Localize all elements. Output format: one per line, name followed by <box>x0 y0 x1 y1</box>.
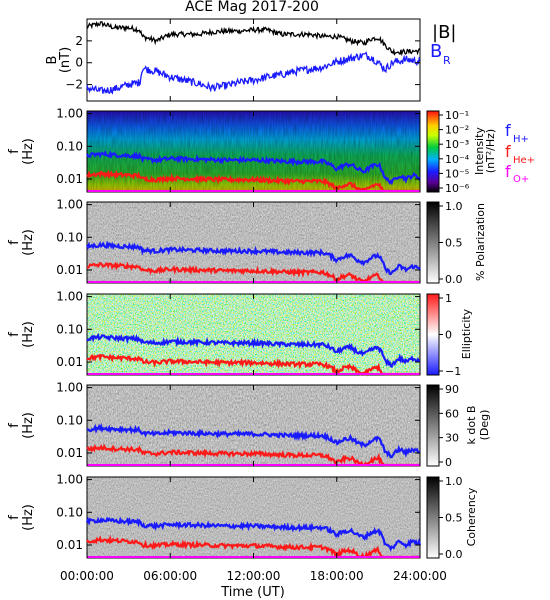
polarization-cb-tick-label: 0.0 <box>445 273 463 286</box>
series-line-b-total <box>86 20 421 57</box>
intensity-colorbar <box>426 110 440 193</box>
intensity-cb-tick-label: 10⁻³ <box>445 138 469 151</box>
freq-y-tick-label: 1.00 <box>56 381 83 395</box>
ellipticity-colorbar-label: Ellipticity <box>460 308 473 359</box>
freq-y-tick-label: 0.10 <box>56 322 83 336</box>
ellipticity-colorbar <box>426 293 440 376</box>
chart-title: ACE Mag 2017-200 <box>185 0 319 15</box>
intensity-cb-tick-label: 10⁻¹ <box>445 109 469 122</box>
f-h-line <box>85 150 421 186</box>
kdotb-colorbar-unit: (Deg) <box>478 410 491 441</box>
ellipticity-colorbar-ticks: 1 0 −1 <box>439 292 461 378</box>
mag-y-tick-label: 2 <box>75 34 83 48</box>
freq-y-tick-label: 0.10 <box>56 139 83 153</box>
freq-y-tick-label: 1.00 <box>56 473 83 487</box>
coherency-colorbar-ticks: 1.0 0.5 0.0 <box>439 475 463 561</box>
mag-y-tick-label: −2 <box>65 78 83 92</box>
legend-fh: f <box>505 121 511 140</box>
freq-y-tick-label: 0.01 <box>56 446 83 460</box>
coherency-cb-tick-label: 1.0 <box>445 475 463 488</box>
f-h-line <box>86 332 420 369</box>
freq-y-tick-label: 1.00 <box>56 198 83 212</box>
frequency-y-labels: f (Hz)f (Hz)f (Hz)f (Hz)f (Hz) <box>7 138 36 531</box>
ellipticity-cb-tick-label: 1 <box>445 292 452 305</box>
frequency-y-ticks: 1.00 0.10 0.01 1.00 0.10 0.01 1.00 0.10 0.01 1.00… <box>56 107 420 552</box>
coherency-colorbar-label: Coherency <box>465 487 478 546</box>
freq-y-unit: (Hz) <box>21 321 36 348</box>
x-tick-label: 18:00:00 <box>310 569 364 583</box>
mag-plot-frame <box>86 18 421 102</box>
legend-fhe-sub: He+ <box>513 155 535 166</box>
kdotb-cb-tick-label: 90 <box>445 383 459 396</box>
x-tick-label: 06:00:00 <box>143 569 197 583</box>
freq-y-tick-label: 0.01 <box>56 538 83 552</box>
legend-fhe: f <box>505 142 511 161</box>
kdotb-cb-tick-label: 60 <box>445 407 459 420</box>
mag-y-label: B <box>45 56 60 65</box>
x-axis: 00:00:00 06:00:00 12:00:00 18:00:00 24:00:00 <box>60 19 447 583</box>
intensity-colorbar-ticks: 10⁻¹ 10⁻²10⁻³ 10⁻⁴10⁻⁵ 10⁻⁶ <box>439 109 470 195</box>
ellipticity-cb-tick-label: −1 <box>445 365 461 378</box>
mag-y-tick-label: 0 <box>75 56 83 70</box>
polarization-colorbar <box>426 201 440 284</box>
kdotb-colorbar-ticks: 90 60 30 0 <box>439 383 459 469</box>
x-tick-label: 12:00:00 <box>227 569 281 583</box>
mag-panel: 2 0 −2 B (nT) |B| B R <box>45 18 456 102</box>
legend-b-total: |B| <box>432 22 456 43</box>
freq-y-label: f <box>7 423 22 428</box>
freq-y-unit: (Hz) <box>21 229 36 256</box>
legend-b-r-sub: R <box>443 54 451 67</box>
kdotb-cb-tick-label: 0 <box>445 456 452 469</box>
freq-y-label: f <box>7 515 22 520</box>
freq-y-tick-label: 0.10 <box>56 413 83 427</box>
coherency-spectrogram <box>87 477 420 558</box>
x-axis-label: Time (UT) <box>220 585 285 600</box>
coherency-colorbar <box>426 476 440 559</box>
intensity-cb-tick-label: 10⁻⁶ <box>445 182 470 195</box>
intensity-cb-tick-label: 10⁻⁵ <box>445 167 469 180</box>
freq-y-unit: (Hz) <box>21 138 36 165</box>
legend-b-r: B <box>430 41 442 62</box>
intensity-cb-tick-label: 10⁻² <box>445 124 469 137</box>
intensity-cb-tick-label: 10⁻⁴ <box>445 153 470 166</box>
kdotb-colorbar-label: k dot B <box>465 406 478 445</box>
series-line-b-r <box>86 51 421 95</box>
freq-y-label: f <box>7 332 22 337</box>
coherency-cb-tick-label: 0.5 <box>445 512 463 525</box>
freq-y-tick-label: 0.01 <box>56 263 83 277</box>
freq-y-unit: (Hz) <box>21 504 36 531</box>
f-h-line <box>85 516 422 552</box>
mag-y-ticks: 2 0 −2 <box>65 34 420 92</box>
intensity-panel: 10⁻¹ 10⁻²10⁻³ 10⁻⁴10⁻⁵ 10⁻⁶ Intensity (nT²/… <box>86 109 535 195</box>
kdotb-cb-tick-label: 30 <box>445 432 459 445</box>
ellipticity-cb-tick-label: 0 <box>445 329 452 342</box>
freq-y-tick-label: 0.10 <box>56 230 83 244</box>
intensity-colorbar-unit: (nT²/Hz) <box>484 129 497 173</box>
f-h-line <box>85 240 421 276</box>
x-tick-label: 00:00:00 <box>60 569 114 583</box>
polarization-cb-tick-label: 1.0 <box>445 200 463 213</box>
x-tick-label: 24:00:00 <box>393 569 447 583</box>
kdotb-colorbar <box>426 384 440 467</box>
legend-fo-sub: O+ <box>513 174 529 185</box>
freq-y-unit: (Hz) <box>21 412 36 439</box>
polarization-colorbar-ticks: 1.0 0.5 0.0 <box>439 200 463 286</box>
intensity-colorbar-label: Intensity <box>473 127 486 175</box>
freq-y-label: f <box>7 149 22 154</box>
mag-y-unit: (nT) <box>58 47 73 73</box>
freq-y-tick-label: 1.00 <box>56 290 83 304</box>
polarization-cb-tick-label: 0.5 <box>445 237 463 250</box>
freq-y-tick-label: 0.01 <box>56 172 83 186</box>
polarization-colorbar-label: % Polarization <box>474 203 487 281</box>
freq-y-tick-label: 0.10 <box>56 505 83 519</box>
freq-y-label: f <box>7 240 22 245</box>
coherency-cb-tick-label: 0.0 <box>445 548 463 561</box>
f-he-line <box>86 169 420 193</box>
f-h-line <box>86 422 421 459</box>
legend-fo: f <box>505 162 511 181</box>
freq-y-tick-label: 1.00 <box>56 107 83 121</box>
freq-y-tick-label: 0.01 <box>56 355 83 369</box>
legend-fh-sub: H+ <box>513 134 529 145</box>
